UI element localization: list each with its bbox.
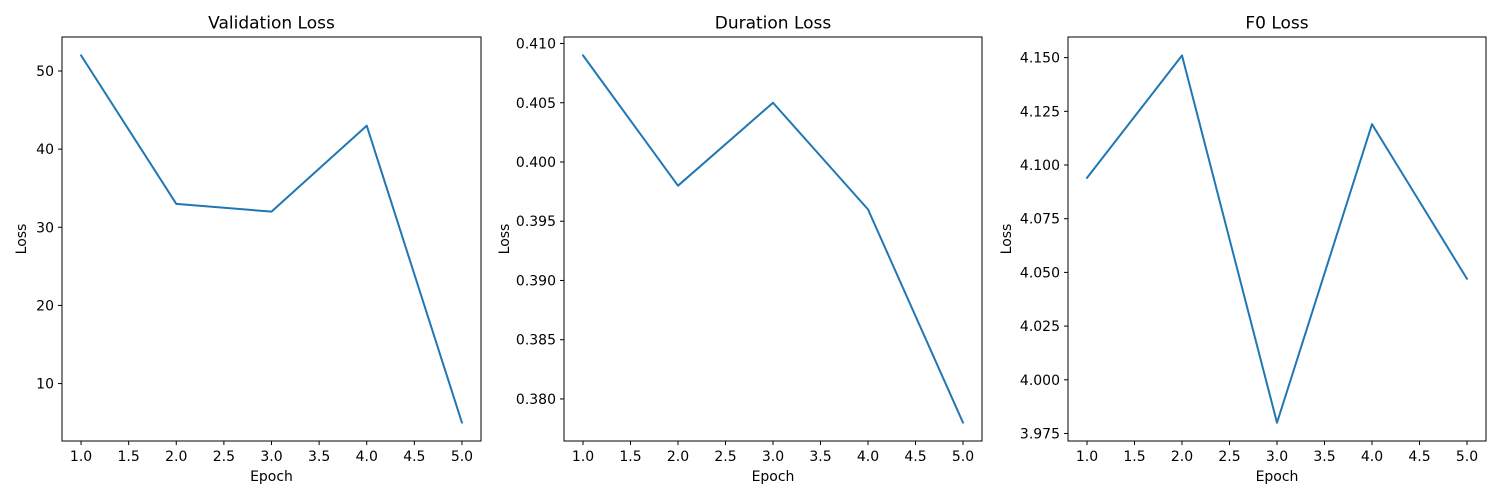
y-tick-label: 3.975 xyxy=(1020,426,1060,442)
x-tick-label: 1.5 xyxy=(118,449,140,465)
y-axis-label: Loss xyxy=(14,224,30,255)
y-tick-label: 30 xyxy=(36,220,54,236)
x-tick-label: 1.0 xyxy=(572,449,594,465)
y-tick-label: 20 xyxy=(36,298,54,314)
x-axis-label: Epoch xyxy=(250,469,293,485)
x-tick-label: 3.0 xyxy=(260,449,282,465)
chart-title: Validation Loss xyxy=(208,14,335,34)
x-tick-label: 4.5 xyxy=(1408,449,1430,465)
y-tick-label: 4.025 xyxy=(1020,319,1060,335)
y-tick-label: 0.400 xyxy=(516,155,556,171)
plot-border xyxy=(1067,36,1487,442)
x-tick-label: 2.5 xyxy=(714,449,736,465)
x-tick-label: 5.0 xyxy=(451,449,473,465)
x-tick-label: 2.0 xyxy=(1171,449,1193,465)
x-tick-label: 5.0 xyxy=(952,449,974,465)
x-tick-label: 4.5 xyxy=(904,449,926,465)
loss-line xyxy=(80,54,463,424)
y-tick-label: 0.380 xyxy=(516,392,556,408)
x-tick-label: 1.5 xyxy=(1123,449,1145,465)
x-tick-label: 4.0 xyxy=(857,449,879,465)
x-tick-label: 4.0 xyxy=(1361,449,1383,465)
x-tick-label: 3.5 xyxy=(1313,449,1335,465)
x-tick-label: 3.0 xyxy=(1266,449,1288,465)
x-tick-label: 1.0 xyxy=(1076,449,1098,465)
plot-border xyxy=(61,36,482,442)
y-tick-label: 0.385 xyxy=(516,333,556,349)
y-tick-label: 10 xyxy=(36,377,54,393)
chart-title: F0 Loss xyxy=(1245,14,1308,34)
chart-f0-loss: 1.0 1.5 2.0 2.5 3.0 3.5 4.0 4.5 5.0 3.975 4.000 4.0… xyxy=(999,14,1487,485)
x-axis-label: Epoch xyxy=(752,469,795,485)
x-axis-label: Epoch xyxy=(1256,469,1299,485)
loss-line xyxy=(1086,54,1468,424)
y-tick-label: 4.000 xyxy=(1020,373,1060,389)
x-tick-label: 5.0 xyxy=(1456,449,1478,465)
y-tick-label: 4.075 xyxy=(1020,212,1060,228)
chart-title: Duration Loss xyxy=(715,14,832,34)
x-tick-label: 3.5 xyxy=(809,449,831,465)
y-tick-label: 4.125 xyxy=(1020,104,1060,120)
x-tick-label: 2.5 xyxy=(1218,449,1240,465)
y-tick-label: 4.050 xyxy=(1020,265,1060,281)
x-tick-label: 2.0 xyxy=(165,449,187,465)
loss-line xyxy=(582,54,964,424)
x-tick-label: 3.0 xyxy=(762,449,784,465)
chart-validation-loss: 1.0 1.5 2.0 2.5 3.0 3.5 4.0 4.5 5.0 10 20 30 40 50 Val… xyxy=(14,14,482,485)
y-axis-label: Loss xyxy=(999,224,1015,255)
y-tick-label: 50 xyxy=(36,64,54,80)
chart-duration-loss: 1.0 1.5 2.0 2.5 3.0 3.5 4.0 4.5 5.0 0.380 0.385 0.3… xyxy=(497,14,983,485)
x-tick-label: 2.0 xyxy=(667,449,689,465)
x-tick-label: 4.0 xyxy=(356,449,378,465)
y-tick-label: 4.150 xyxy=(1020,51,1060,67)
x-tick-label: 1.0 xyxy=(70,449,92,465)
x-tick-label: 1.5 xyxy=(619,449,641,465)
y-tick-label: 0.390 xyxy=(516,273,556,289)
y-axis-label: Loss xyxy=(497,224,513,255)
y-tick-label: 0.405 xyxy=(516,96,556,112)
y-tick-label: 0.410 xyxy=(516,37,556,53)
x-tick-label: 3.5 xyxy=(308,449,330,465)
y-tick-label: 0.395 xyxy=(516,214,556,230)
x-tick-label: 4.5 xyxy=(403,449,425,465)
y-tick-label: 40 xyxy=(36,142,54,158)
x-tick-label: 2.5 xyxy=(213,449,235,465)
y-tick-label: 4.100 xyxy=(1020,158,1060,174)
plot-border xyxy=(563,36,983,442)
